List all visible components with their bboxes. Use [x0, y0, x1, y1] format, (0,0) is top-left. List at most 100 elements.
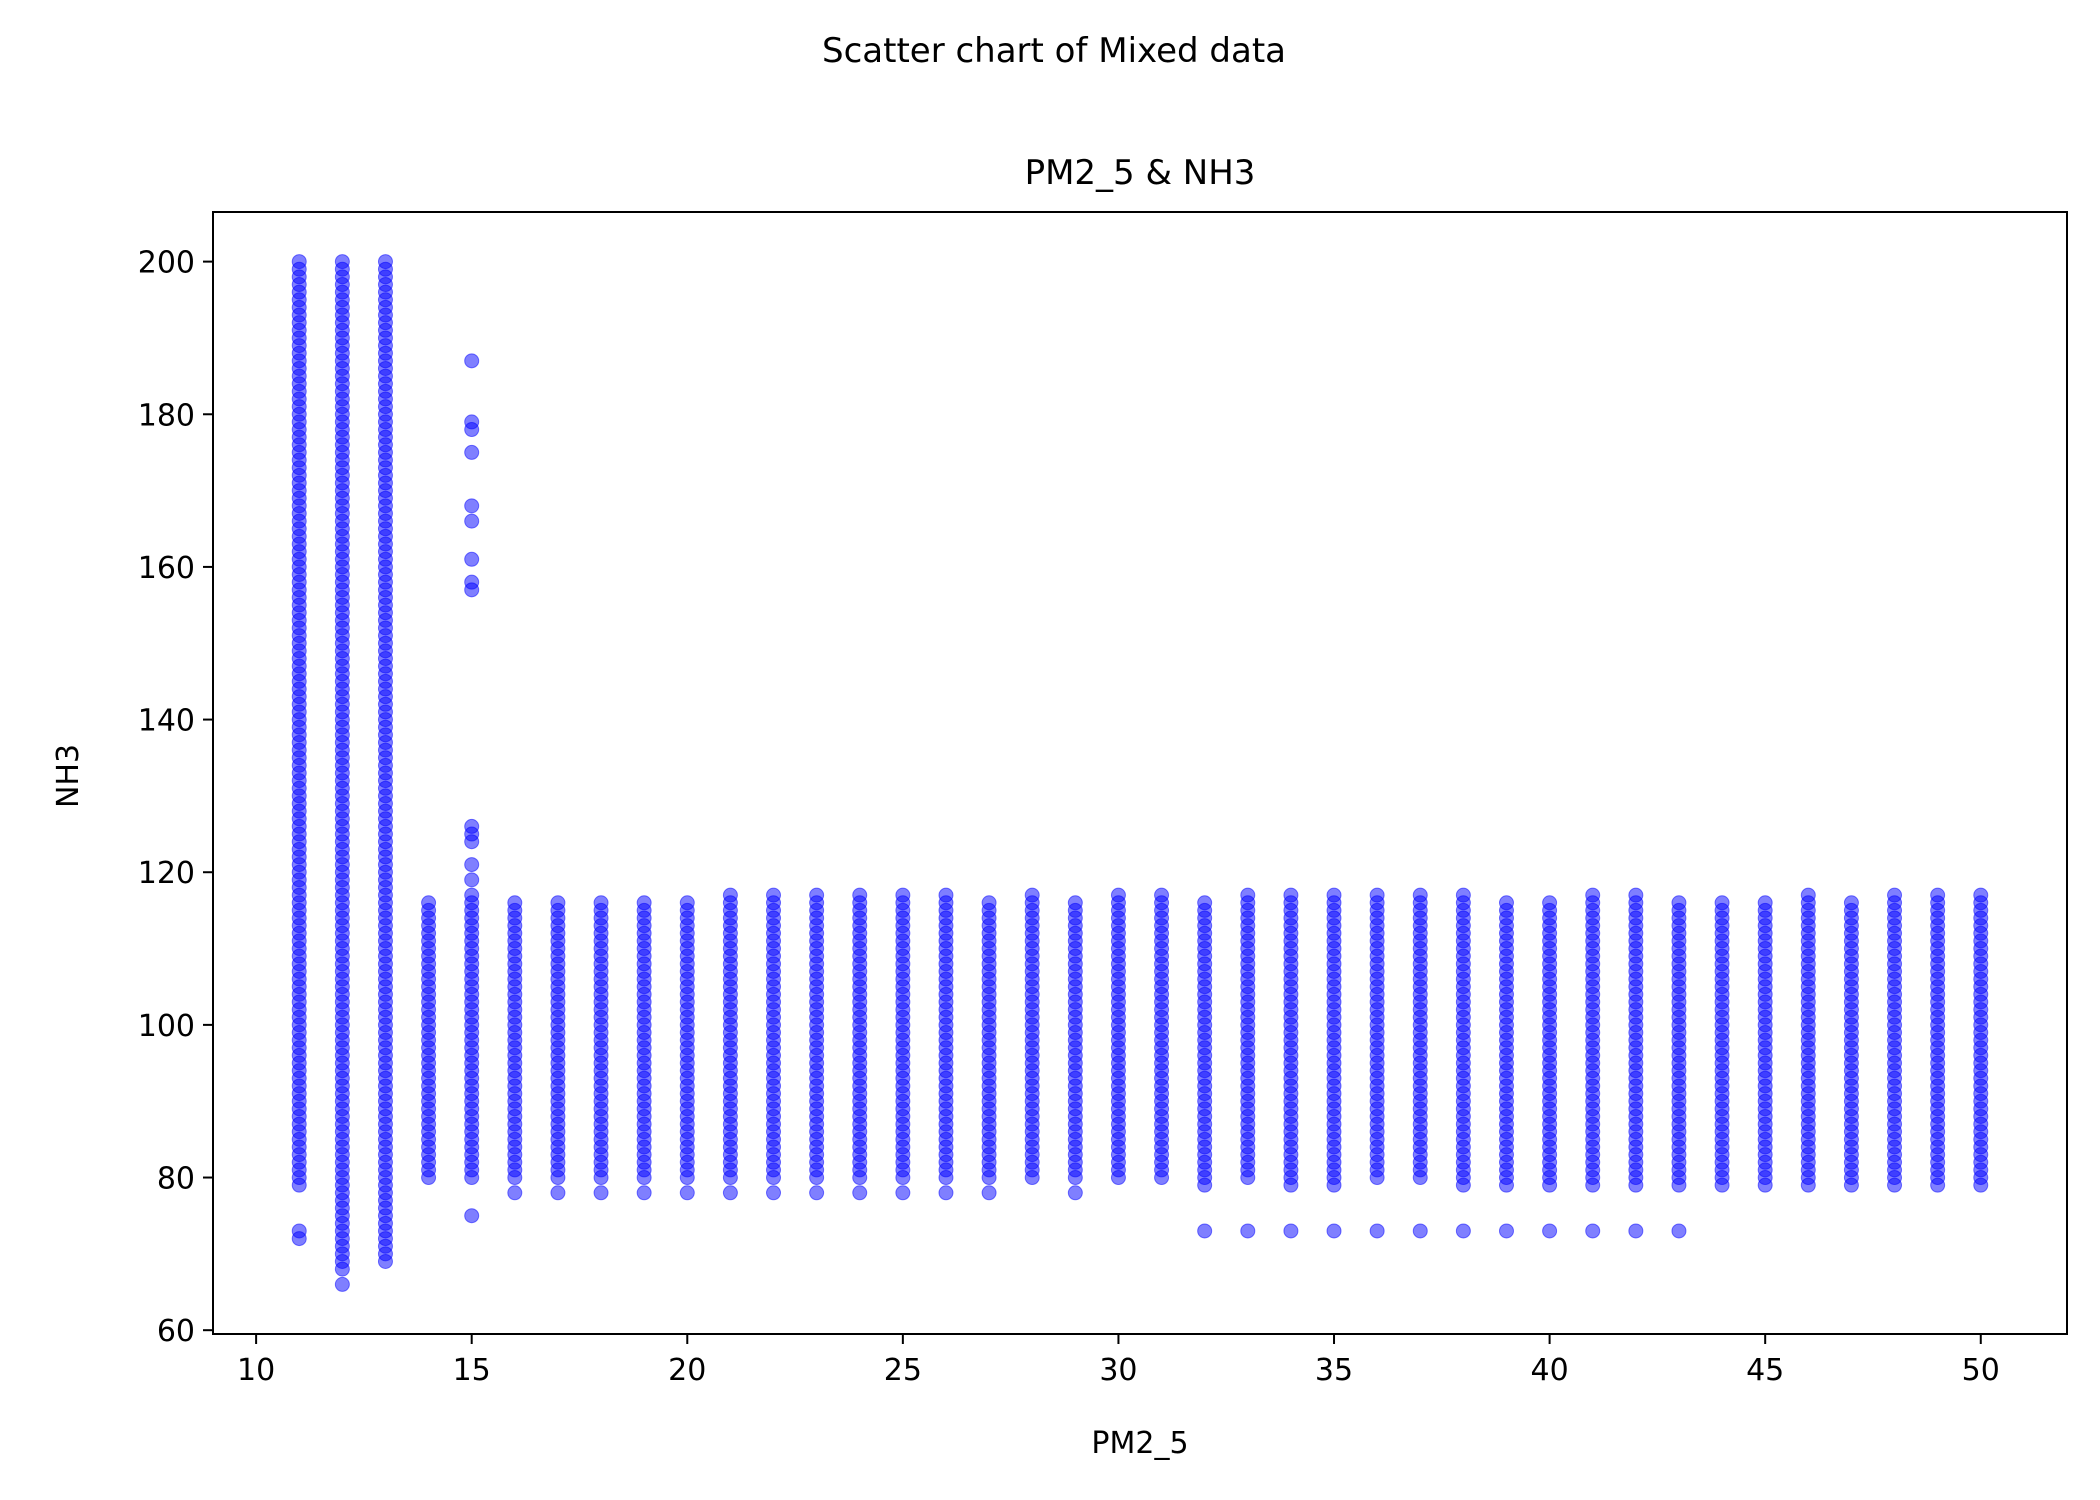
point-column [1542, 895, 1558, 1193]
scatter-point [1369, 887, 1385, 903]
scatter-point [1498, 895, 1514, 911]
scatter-point [809, 887, 825, 903]
scatter-point [766, 887, 782, 903]
y-tick-label: 160 [138, 551, 195, 586]
scatter-point [1455, 887, 1471, 903]
x-axis: 10 15 20 25 30 35 40 45 50 [237, 1334, 2000, 1388]
scatter-point [1671, 1223, 1687, 1239]
y-tick-label: 60 [157, 1314, 195, 1349]
point-column [550, 895, 566, 1186]
x-tick-label: 40 [1531, 1353, 1569, 1388]
point-column [1283, 887, 1299, 1193]
scatter-point [1067, 1185, 1083, 1201]
scatter-point [1412, 887, 1428, 903]
scatter-point [1843, 895, 1859, 911]
point-column [679, 895, 695, 1186]
scatter-point [464, 857, 480, 873]
scatter-point [1197, 1223, 1213, 1239]
scatter-point [938, 887, 954, 903]
y-tick-label: 120 [138, 856, 195, 891]
scatter-point [722, 1185, 738, 1201]
scatter-point [1542, 895, 1558, 911]
scatter-point [1197, 895, 1213, 911]
x-tick-label: 50 [1962, 1353, 2000, 1388]
point-column [1930, 887, 1946, 1193]
point-column [895, 887, 911, 1186]
scatter-point [464, 422, 480, 438]
point-column [1757, 895, 1773, 1193]
scatter-point [1326, 887, 1342, 903]
y-tick-label: 80 [157, 1162, 195, 1197]
point-column [809, 887, 825, 1186]
scatter-point [593, 1185, 609, 1201]
point-column [722, 887, 738, 1186]
point-column [1671, 895, 1687, 1193]
point-column [334, 254, 350, 1269]
scatter-point [464, 834, 480, 850]
scatter-point [464, 513, 480, 529]
scatter-point [464, 1208, 480, 1224]
scatter-point [464, 551, 480, 567]
scatter-point [1154, 887, 1170, 903]
point-column [1973, 887, 1989, 1193]
point-column [1887, 887, 1903, 1193]
scatter-point [1498, 1223, 1514, 1239]
scatter-point [464, 872, 480, 888]
chart-suptitle: Scatter chart of Mixed data [822, 31, 1286, 71]
point-column [1326, 887, 1342, 1193]
scatter-point [1326, 1223, 1342, 1239]
point-column [421, 895, 437, 1186]
scatter-point [981, 895, 997, 911]
point-column [1110, 887, 1126, 1186]
point-column [464, 895, 480, 1186]
scatter-point [334, 254, 350, 270]
scatter-point [1412, 1223, 1428, 1239]
scatter-point [1757, 895, 1773, 911]
scatter-point [852, 1185, 868, 1201]
scatter-point [593, 895, 609, 911]
scatter-point [291, 254, 307, 270]
y-axis: 60 80 100 120 140 160 180 200 [138, 246, 213, 1349]
scatter-point [1714, 895, 1730, 911]
point-column [766, 887, 782, 1186]
x-tick-label: 30 [1099, 1353, 1137, 1388]
point-column [938, 887, 954, 1186]
scatter-point [636, 895, 652, 911]
scatter-point [421, 895, 437, 911]
scatter-point [1628, 1223, 1644, 1239]
x-axis-label: PM2_5 [1091, 1426, 1188, 1461]
point-column [593, 895, 609, 1186]
point-column [1369, 887, 1385, 1186]
scatter-point [938, 1185, 954, 1201]
scatter-point [1455, 1223, 1471, 1239]
scatter-point [1240, 887, 1256, 903]
scatter-point [1283, 887, 1299, 903]
scatter-point [1671, 895, 1687, 911]
y-tick-label: 180 [138, 398, 195, 433]
scatter-point [809, 1185, 825, 1201]
scatter-point [1973, 887, 1989, 903]
point-column [1455, 887, 1471, 1193]
chart-title: PM2_5 & NH3 [1025, 153, 1256, 193]
point-column [1197, 895, 1213, 1193]
scatter-point [852, 887, 868, 903]
point-column [1800, 887, 1816, 1193]
x-tick-label: 45 [1746, 1353, 1784, 1388]
x-tick-label: 15 [453, 1353, 491, 1388]
scatter-point [1628, 887, 1644, 903]
scatter-point [1930, 887, 1946, 903]
scatter-point [895, 1185, 911, 1201]
scatter-point [550, 895, 566, 911]
scatter-point [981, 1185, 997, 1201]
point-column [1412, 887, 1428, 1186]
scatter-point [722, 887, 738, 903]
scatter-point [507, 895, 523, 911]
scatter-point [464, 498, 480, 514]
point-column [1498, 895, 1514, 1193]
x-tick-label: 25 [884, 1353, 922, 1388]
scatter-point [1024, 887, 1040, 903]
scatter-point [334, 1276, 350, 1292]
x-tick-label: 35 [1315, 1353, 1353, 1388]
scatter-point [1110, 887, 1126, 903]
